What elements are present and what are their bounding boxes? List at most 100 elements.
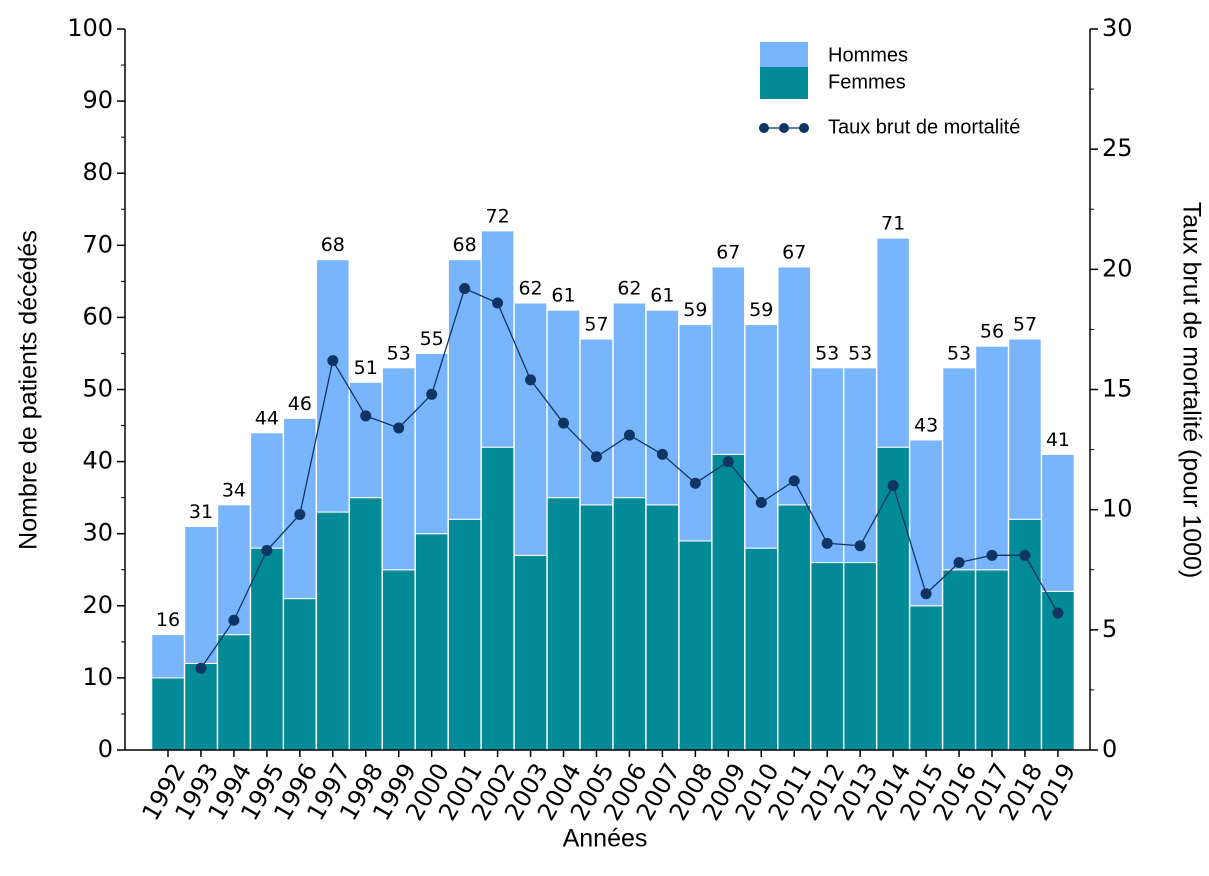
bar [579, 338, 614, 506]
point [887, 480, 899, 492]
bar [777, 266, 811, 506]
bar [349, 497, 383, 751]
legend-point [799, 123, 809, 133]
bar [678, 540, 713, 751]
value-label: 56 [980, 321, 1004, 343]
y-axis-title: Nombre de patients décédés [15, 230, 43, 550]
point [558, 417, 570, 429]
point [755, 496, 767, 508]
value-label: 41 [1046, 429, 1070, 451]
bar [909, 605, 943, 751]
point [426, 388, 438, 400]
y2-tick-label: 20 [1102, 254, 1133, 282]
bar [843, 367, 877, 564]
bar [1041, 453, 1075, 592]
value-label: 57 [1013, 314, 1037, 336]
point [228, 614, 240, 626]
value-label: 67 [716, 241, 740, 263]
bar [942, 367, 976, 571]
point [821, 537, 833, 549]
y-tick-label: 100 [67, 14, 113, 42]
point [393, 422, 405, 434]
bar [381, 569, 416, 751]
value-label: 61 [551, 285, 575, 307]
y2-tick-label: 10 [1102, 495, 1133, 523]
bar [876, 237, 910, 448]
legend-point [759, 123, 769, 133]
bar [217, 634, 251, 751]
value-label: 53 [387, 342, 411, 364]
bar [744, 547, 779, 751]
legend-text: Hommes [828, 44, 908, 66]
value-label: 53 [848, 342, 872, 364]
point [1052, 607, 1064, 619]
legend-swatch [760, 67, 808, 99]
y2-tick-label: 0 [1102, 735, 1117, 763]
bar [909, 439, 943, 607]
bar [414, 352, 449, 535]
value-label: 16 [156, 609, 180, 631]
bar [645, 504, 680, 751]
value-label: 55 [420, 328, 444, 350]
value-label: 62 [617, 277, 641, 299]
y-tick-label: 10 [82, 663, 113, 691]
point [953, 557, 965, 569]
y-tick-label: 90 [82, 86, 113, 114]
point [986, 549, 998, 561]
legend-text: Femmes [828, 71, 906, 93]
value-label: 51 [354, 357, 378, 379]
point [294, 508, 306, 520]
bar [612, 497, 647, 751]
bar [151, 677, 185, 751]
bar [678, 324, 713, 542]
y-tick-label: 40 [82, 447, 113, 475]
bar [942, 569, 976, 751]
point [656, 448, 668, 460]
y-tick-label: 0 [98, 735, 113, 763]
value-label: 62 [518, 277, 542, 299]
bar [711, 266, 746, 455]
point [492, 297, 504, 309]
bar [513, 554, 548, 751]
bar [250, 432, 284, 549]
y-tick-label: 80 [82, 158, 113, 186]
y2-tick-label: 25 [1102, 134, 1133, 162]
point [459, 283, 471, 295]
y2-tick-label: 30 [1102, 14, 1133, 42]
y-tick-label: 20 [82, 591, 113, 619]
bar [184, 662, 218, 751]
y-tick-label: 50 [82, 375, 113, 403]
value-label: 46 [288, 393, 312, 415]
y-tick-label: 70 [82, 230, 113, 258]
value-label: 57 [584, 314, 608, 336]
value-label: 53 [815, 342, 839, 364]
point [1019, 549, 1031, 561]
bar [480, 446, 515, 751]
value-label: 67 [782, 241, 806, 263]
point [195, 662, 207, 674]
value-label: 53 [947, 342, 971, 364]
legend-text: Taux brut de mortalité [828, 116, 1020, 138]
bar [645, 309, 680, 506]
value-label: 31 [189, 501, 213, 523]
value-label: 34 [222, 479, 246, 501]
bar [447, 518, 482, 751]
y-tick-label: 60 [82, 302, 113, 330]
bar [151, 634, 185, 679]
bar [217, 504, 251, 636]
point [590, 451, 602, 463]
bar [283, 598, 317, 751]
bar [546, 497, 581, 751]
bar [975, 569, 1009, 751]
value-label: 44 [255, 407, 279, 429]
y2-tick-label: 15 [1102, 375, 1133, 403]
bar [843, 562, 877, 751]
value-label: 68 [321, 234, 345, 256]
point [525, 374, 537, 386]
bar [184, 525, 218, 664]
y2-axis-title: Taux brut de mortalité (pour 1000) [1177, 202, 1205, 579]
bar [513, 302, 548, 556]
bar [447, 259, 482, 520]
value-label: 59 [749, 299, 773, 321]
